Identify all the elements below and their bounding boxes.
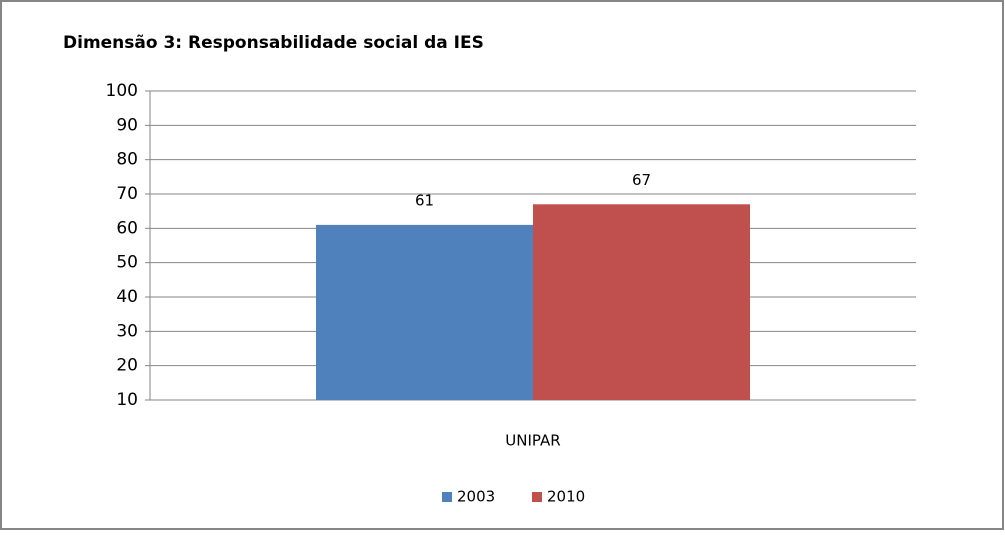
x-tick-label: UNIPAR xyxy=(505,432,560,450)
y-tick-label: 20 xyxy=(116,356,138,376)
y-tick-label: 50 xyxy=(116,253,138,273)
y-tick-label: 30 xyxy=(116,321,138,341)
y-tick-label: 70 xyxy=(116,184,138,204)
y-tick-label: 90 xyxy=(116,115,138,135)
bar xyxy=(533,204,750,400)
y-tick-label: 80 xyxy=(116,150,138,170)
y-tick-label: 10 xyxy=(116,390,138,410)
legend-swatch xyxy=(442,492,452,502)
chart-title: Dimensão 3: Responsabilidade social da I… xyxy=(63,33,484,53)
legend-label: 2003 xyxy=(457,488,495,506)
data-label: 67 xyxy=(632,171,651,189)
y-tick-label: 60 xyxy=(116,218,138,238)
data-label: 61 xyxy=(415,191,434,209)
legend-label: 2010 xyxy=(547,488,585,506)
y-tick-label: 40 xyxy=(116,287,138,307)
bar xyxy=(316,224,533,400)
y-tick-label: 100 xyxy=(106,81,138,101)
legend-swatch xyxy=(532,492,542,502)
